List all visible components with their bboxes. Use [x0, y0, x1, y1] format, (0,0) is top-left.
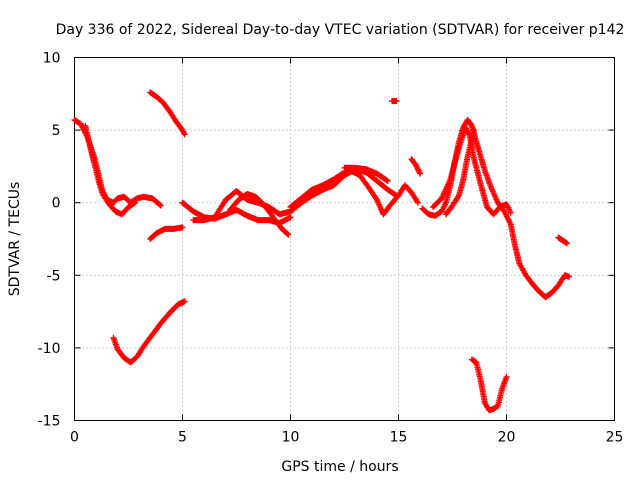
x-tick-label: 10 [282, 430, 300, 446]
y-axis: -15 -10 -5 0 5 10 [38, 51, 615, 430]
x-axis: 0 5 10 15 20 25 [70, 58, 623, 446]
y-tick-label: -15 [38, 414, 61, 430]
series-track-d [110, 298, 187, 365]
x-tick-label: 20 [498, 430, 516, 446]
series-track-q [469, 357, 510, 414]
chart-title: Day 336 of 2022, Sidereal Day-to-day VTE… [56, 22, 625, 38]
grid-lines [75, 58, 615, 421]
series-track-p [555, 235, 570, 247]
x-tick-label: 5 [178, 430, 187, 446]
sdtvar-chart: Day 336 of 2022, Sidereal Day-to-day VTE… [0, 0, 640, 480]
series-track-i [288, 168, 421, 218]
x-tick-label: 25 [606, 430, 624, 446]
data-points [72, 89, 573, 413]
y-axis-label: SDTVAR / TECUs [7, 182, 23, 297]
y-tick-label: -10 [38, 341, 61, 357]
y-tick-label: -5 [47, 268, 61, 284]
plot-frame [75, 58, 615, 421]
series-track-e [147, 224, 185, 242]
y-tick-label: 10 [43, 51, 61, 67]
y-tick-label: 0 [52, 196, 61, 212]
series-track-l [408, 156, 423, 177]
x-axis-label: GPS time / hours [281, 459, 398, 475]
y-tick-label: 5 [52, 123, 61, 139]
x-tick-label: 0 [70, 430, 79, 446]
series-track-k [389, 98, 399, 104]
x-tick-label: 15 [390, 430, 408, 446]
